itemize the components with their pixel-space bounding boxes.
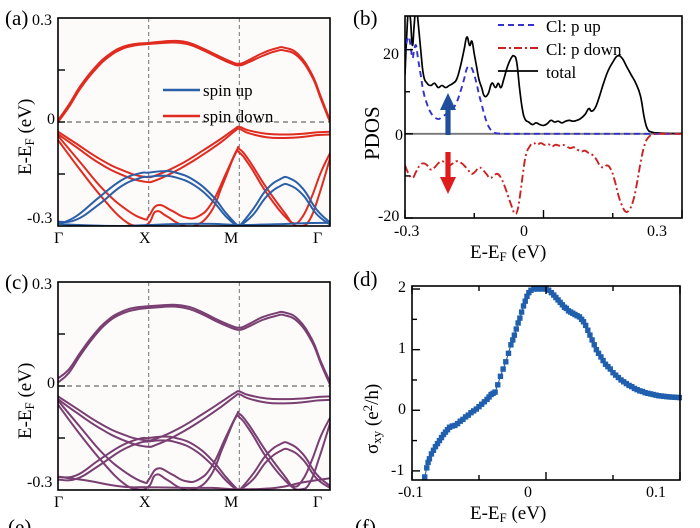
panel-a-xtick-1: X [139, 230, 151, 247]
panel-b-legend-label-0: Cl: p up [546, 17, 601, 36]
panel-c-xtick-3: Γ [313, 494, 323, 511]
panel-b-plot [404, 15, 683, 219]
panel-a-legend-label-0: spin up [203, 81, 253, 100]
panel-a-xtick-0: Γ [54, 230, 64, 247]
panel-d-label: (d) [353, 267, 378, 291]
panel-c-ytick-1: 0 [47, 375, 55, 392]
panel-d: (d) σxy (e2/h) E-EF (eV) 2 1 0 -1 -0.1 0… [350, 264, 700, 528]
panel-c-xtick-0: Γ [54, 494, 64, 511]
panel-b-legend-label-2: total [546, 63, 577, 82]
panel-c-xtick-2: M [224, 494, 239, 511]
panel-a-ytick-2: -0.3 [27, 210, 53, 227]
panel-d-ytick-0: 2 [398, 279, 406, 296]
panel-b-label: (b) [353, 6, 378, 30]
panel-b-ytick-1: 0 [395, 127, 403, 144]
panel-c-xtick-1: X [139, 494, 151, 511]
panel-b-xtick-1: 0 [520, 223, 528, 240]
panel-d-ytick-2: 0 [398, 401, 406, 418]
panel-a-plot [57, 17, 331, 227]
panel-f-label-cutoff: (f) [355, 517, 376, 528]
panel-c-ytick-2: -0.3 [27, 474, 53, 491]
panel-c: (c) E-EF (eV) 0.3 0 -0.3 Γ X M Γ [0, 264, 350, 528]
panel-c-ytick-0: 0.3 [32, 276, 52, 293]
panel-b-ytick-0: 20 [383, 46, 399, 63]
panel-b-xtick-0: -0.3 [394, 223, 420, 240]
panel-b-legend-label-1: Cl: p down [546, 40, 622, 59]
panel-a-ytick-0: 0.3 [32, 12, 52, 29]
panel-d-ytick-3: -1 [391, 462, 405, 479]
panel-b-ytick-2: -20 [378, 208, 400, 225]
panel-d-xtick-2: 0.1 [646, 484, 666, 501]
panel-d-xtick-0: -0.1 [398, 484, 424, 501]
panel-e-label-cutoff: (e) [8, 517, 31, 528]
panel-d-x-axis-title: E-EF (eV) [470, 503, 547, 526]
panel-b-xtick-2: 0.3 [647, 223, 667, 240]
panel-a-xtick-3: Γ [313, 230, 323, 247]
panel-c-label: (c) [5, 270, 29, 294]
panel-b-x-axis-title: E-EF (eV) [470, 242, 547, 265]
panel-a-label: (a) [5, 6, 29, 30]
panel-a-ytick-1: 0 [47, 111, 55, 128]
panel-d-plot [411, 285, 682, 481]
panel-a: (a) E-EF (eV) 0.3 0 -0.3 Γ X M Γ spin up… [0, 0, 350, 264]
panel-b: (b) PDOS E-EF (eV) 20 0 -20 -0.3 0 0.3 C… [350, 0, 700, 264]
panel-d-xtick-1: 0 [524, 484, 532, 501]
panel-d-ytick-1: 1 [398, 340, 406, 357]
panel-c-plot [57, 281, 331, 491]
panel-a-legend-label-1: spin down [203, 107, 274, 126]
panel-a-xtick-2: M [224, 230, 239, 247]
